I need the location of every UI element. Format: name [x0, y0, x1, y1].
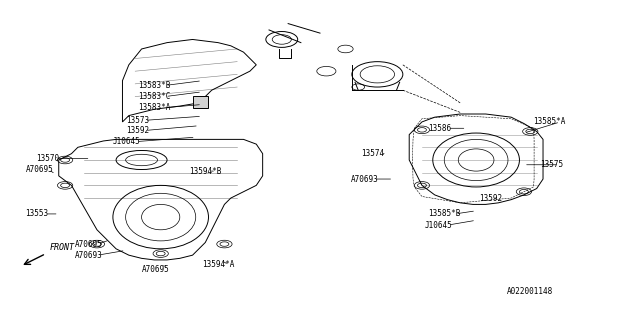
- Polygon shape: [122, 39, 256, 122]
- Text: 13592: 13592: [125, 126, 148, 135]
- Text: A022001148: A022001148: [507, 287, 554, 296]
- Text: 13573: 13573: [125, 116, 148, 125]
- Text: 13570: 13570: [36, 154, 60, 163]
- Text: A70695: A70695: [75, 240, 102, 249]
- Text: FRONT: FRONT: [49, 243, 74, 252]
- Text: 13585*B: 13585*B: [428, 209, 461, 219]
- Text: J10645: J10645: [425, 220, 453, 229]
- Text: 13592: 13592: [479, 194, 502, 203]
- Text: 13575: 13575: [540, 160, 563, 169]
- Text: A70695: A70695: [141, 265, 170, 274]
- Polygon shape: [59, 140, 262, 260]
- Text: 13594*A: 13594*A: [202, 260, 234, 269]
- Text: 13583*A: 13583*A: [138, 103, 171, 112]
- Text: A70693: A70693: [351, 174, 378, 184]
- Text: 13586: 13586: [428, 124, 451, 133]
- Text: 13583*C: 13583*C: [138, 92, 171, 101]
- Polygon shape: [409, 114, 543, 204]
- Text: 13585*A: 13585*A: [534, 117, 566, 126]
- Text: 13583*B: 13583*B: [138, 81, 171, 90]
- Text: 13574: 13574: [362, 149, 385, 158]
- Text: 13594*B: 13594*B: [189, 167, 221, 176]
- Text: J10645: J10645: [113, 137, 141, 146]
- Bar: [193, 96, 209, 108]
- Text: A70695: A70695: [26, 165, 53, 174]
- Text: A70693: A70693: [75, 251, 102, 260]
- Text: 13553: 13553: [26, 209, 49, 219]
